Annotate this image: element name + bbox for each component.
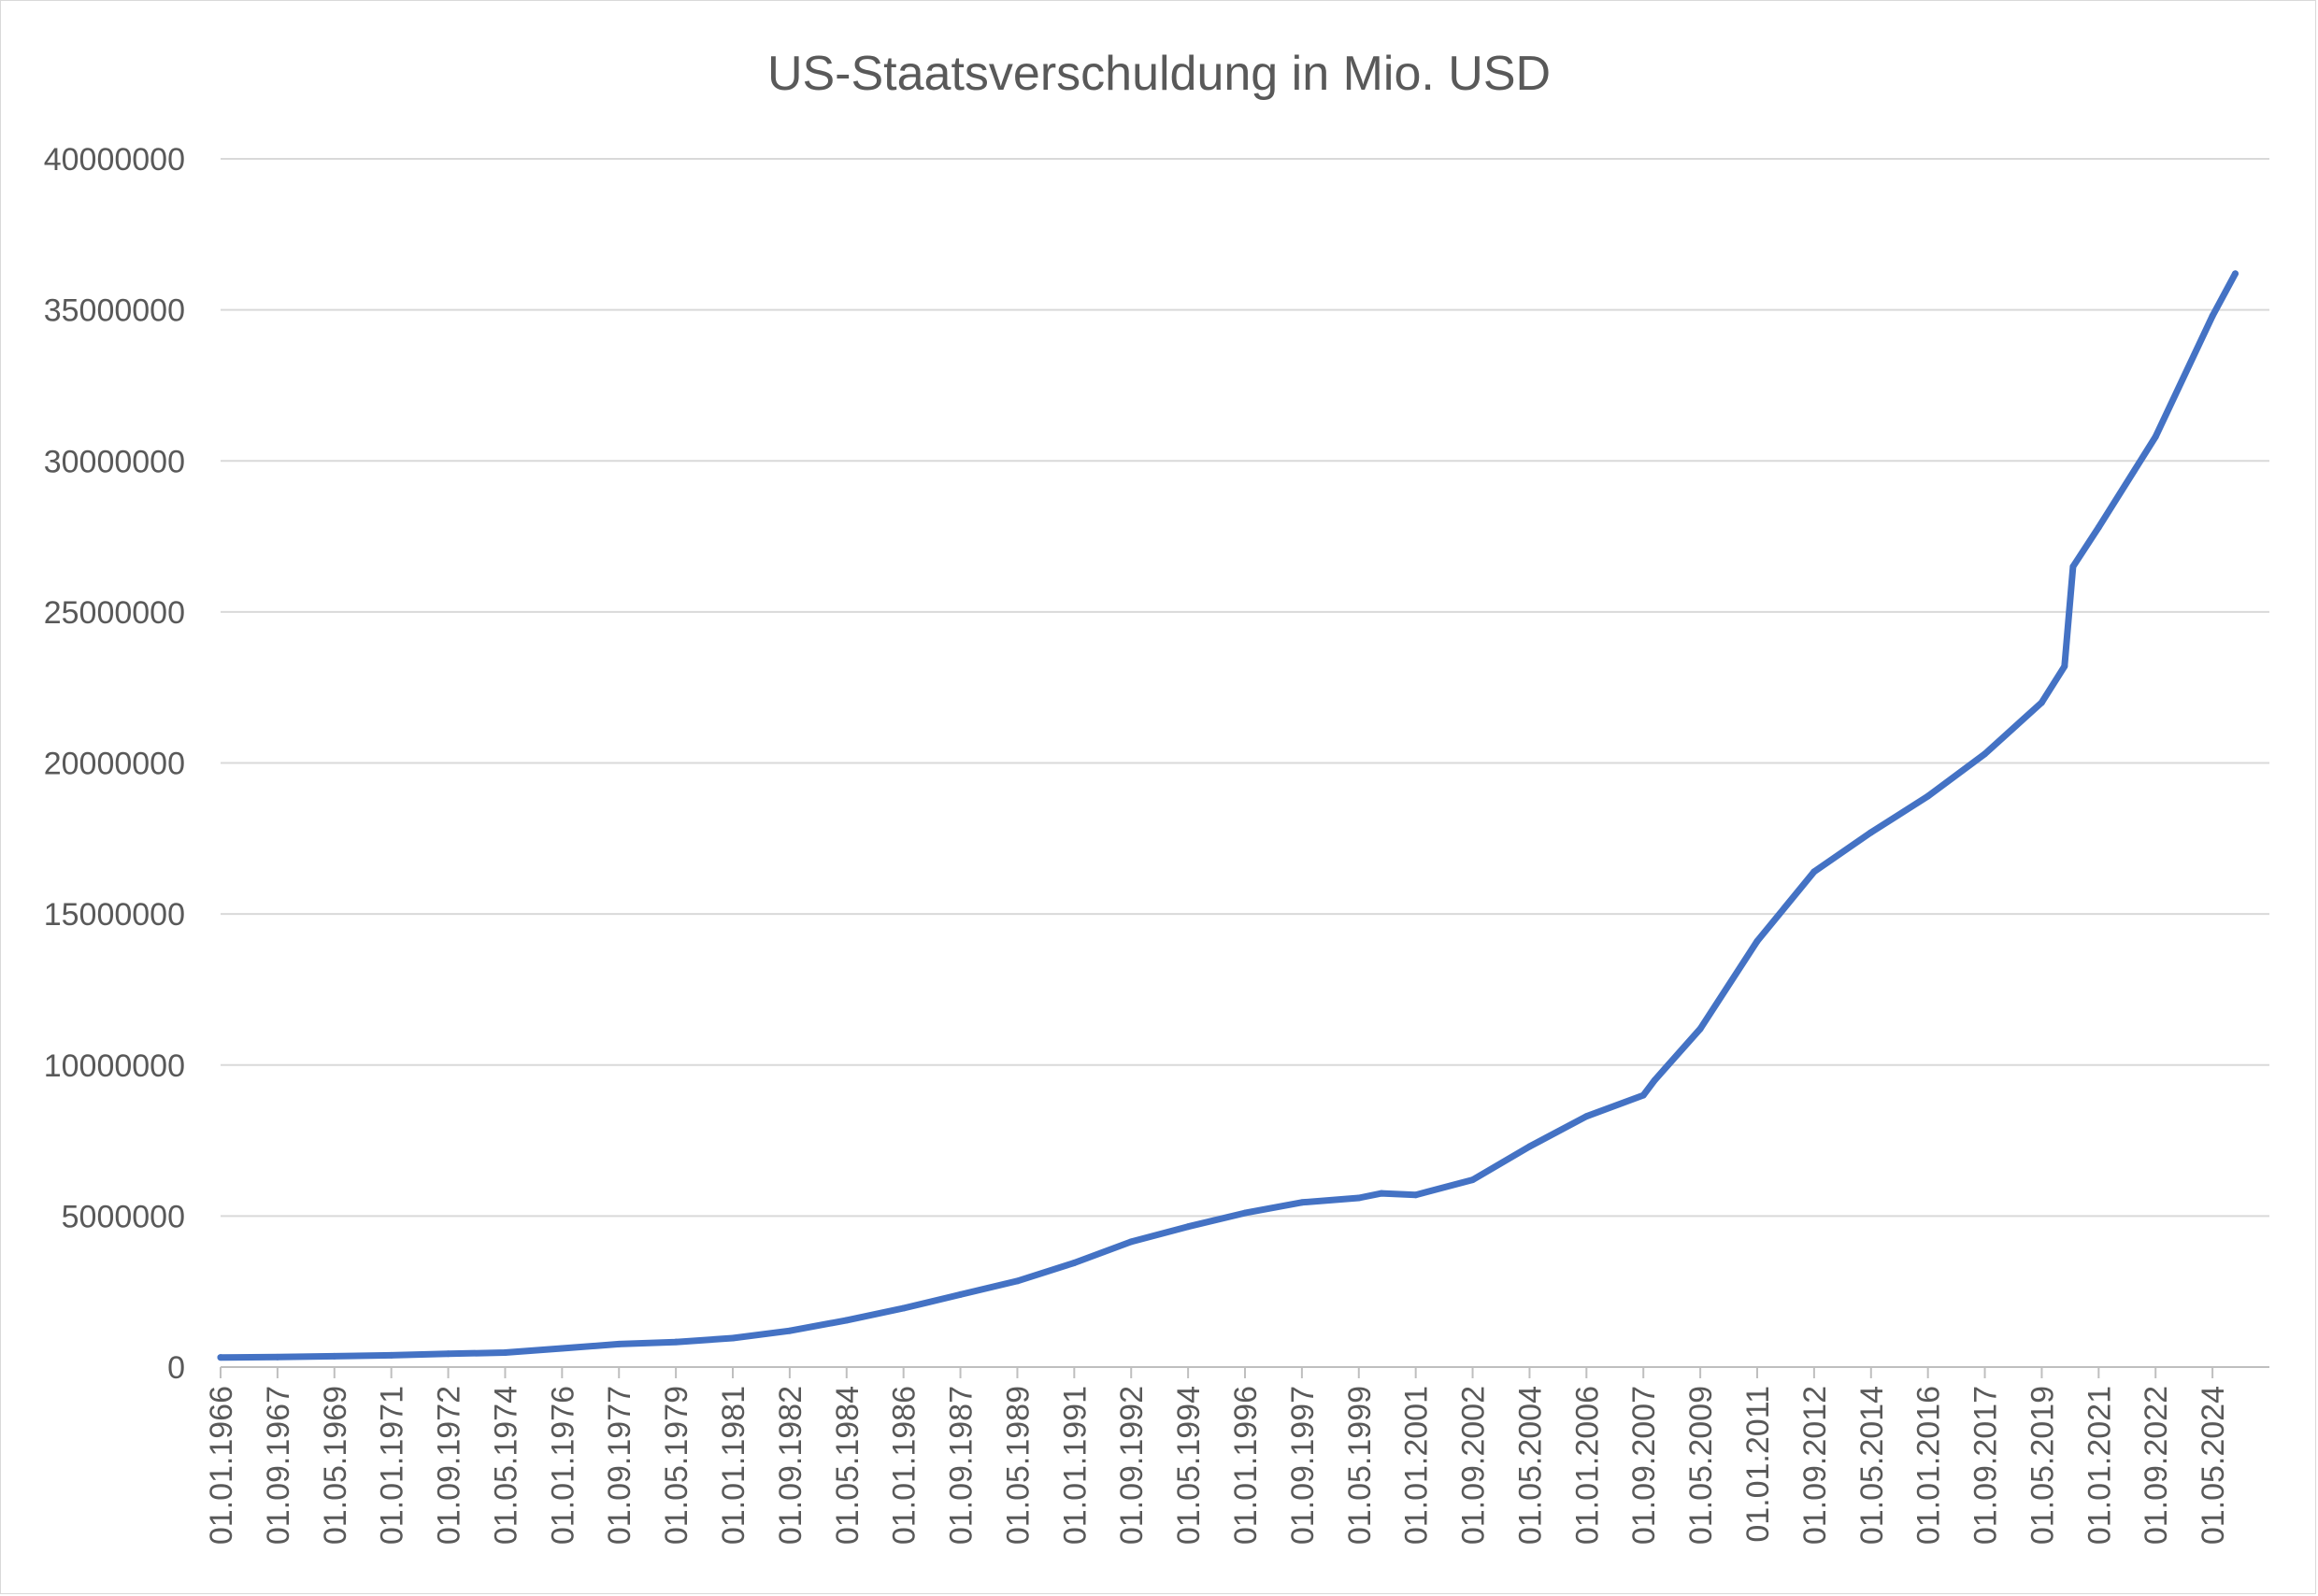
data-point	[1582, 1113, 1590, 1120]
data-point	[445, 1350, 452, 1358]
x-tick-label: 01.05.1989	[1000, 1386, 1036, 1545]
x-tick-label: 01.01.2006	[1569, 1386, 1605, 1545]
x-tick-label: 01.09.2007	[1626, 1386, 1662, 1545]
data-point	[1810, 868, 1818, 876]
data-point	[2152, 433, 2159, 440]
y-tick-label: 35000000	[44, 293, 185, 329]
x-tick-label: 01.05.2004	[1512, 1386, 1548, 1545]
x-axis: 01.01.1966 01.09.1967 01.05.1969 01.01.1971…	[204, 1367, 2231, 1545]
data-point	[1184, 1223, 1192, 1231]
data-point	[558, 1345, 565, 1352]
x-tick-label: 01.05.1979	[659, 1386, 694, 1545]
data-point	[615, 1340, 622, 1347]
y-tick-label: 10000000	[44, 1048, 185, 1084]
x-tick-label: 01.09.1987	[944, 1386, 980, 1545]
data-point	[957, 1290, 965, 1298]
x-tick-label: 01.05.1999	[1342, 1386, 1378, 1545]
y-tick-label: 5000000	[62, 1199, 185, 1234]
data-point	[900, 1304, 908, 1312]
x-tick-label: 01.09.1992	[1114, 1386, 1150, 1545]
data-point	[2231, 270, 2239, 278]
y-tick-label: 25000000	[44, 595, 185, 631]
x-tick-label: 01.05.1994	[1171, 1386, 1207, 1545]
data-point	[1013, 1277, 1021, 1285]
y-axis-tick-labels: 0 5000000 10000000 15000000 20000000 25000000…	[44, 142, 185, 1386]
x-tick-label: 01.09.1967	[261, 1386, 296, 1545]
data-point	[786, 1327, 794, 1334]
x-tick-label: 01.09.1982	[773, 1386, 808, 1545]
chart-title: US-Staatsverschuldung in Mio. USD	[767, 47, 1551, 101]
x-tick-label: 01.01.1976	[545, 1386, 580, 1545]
data-point	[217, 1354, 224, 1361]
data-point	[672, 1338, 680, 1346]
data-point	[2061, 663, 2068, 670]
y-tick-label: 15000000	[44, 897, 185, 933]
data-point	[1867, 829, 1875, 836]
data-point	[1298, 1199, 1306, 1206]
data-point	[1355, 1194, 1363, 1202]
x-tick-label: 01.01.1986	[887, 1386, 923, 1545]
data-point	[2095, 523, 2102, 531]
data-point	[1639, 1091, 1647, 1099]
x-tick-label: 01.01.1966	[204, 1386, 239, 1545]
data-point	[1469, 1176, 1477, 1184]
x-tick-label: 01.05.2014	[1854, 1386, 1890, 1545]
data-point	[843, 1317, 851, 1324]
data-point	[1525, 1143, 1533, 1150]
data-point	[1241, 1209, 1249, 1217]
y-tick-label: 30000000	[44, 444, 185, 479]
gridlines	[221, 158, 2269, 1368]
data-point	[1412, 1191, 1420, 1199]
x-tick-label: 01.09.2022	[2139, 1386, 2174, 1545]
x-tick-label: 01.05.1974	[488, 1386, 523, 1545]
data-point	[2069, 563, 2077, 570]
x-tick-label: 01.01.1981	[716, 1386, 751, 1545]
data-point	[1696, 1025, 1704, 1033]
x-tick-label: 01.09.2012	[1797, 1386, 1833, 1545]
x-tick-label: 01.05.2009	[1683, 1386, 1719, 1545]
data-point	[501, 1348, 508, 1356]
data-point	[274, 1353, 281, 1361]
data-point	[388, 1351, 395, 1359]
data-point	[331, 1352, 338, 1360]
data-point	[2209, 312, 2216, 320]
x-tick-label: 01.01.2021	[2082, 1386, 2117, 1545]
x-tick-label: 01.09.2002	[1456, 1386, 1492, 1545]
x-tick-label: 01.09.1972	[432, 1386, 467, 1545]
data-point	[1651, 1076, 1658, 1084]
x-tick-label: 01.05.1984	[830, 1386, 866, 1545]
x-tick-label: 01.05.1969	[318, 1386, 353, 1545]
series-line	[217, 270, 2239, 1361]
data-point	[1925, 792, 1932, 800]
data-point	[729, 1334, 737, 1342]
series-group	[217, 270, 2239, 1361]
x-tick-label: 01.09.1977	[602, 1386, 637, 1545]
x-tick-label: 01.09.2017	[1968, 1386, 2004, 1545]
x-tick-label: 01.01.1971	[375, 1386, 410, 1545]
x-tick-label: 01.09.1997	[1285, 1386, 1321, 1545]
x-tick-label: 01.01.2016	[1911, 1386, 1947, 1545]
data-point	[1070, 1259, 1078, 1266]
x-tick-label: 01.05.2024	[2196, 1386, 2231, 1545]
x-tick-label: 01.01.1991	[1057, 1386, 1093, 1545]
x-tick-label: 01.05.2019	[2025, 1386, 2060, 1545]
x-tick-label: 01.01.2001	[1399, 1386, 1435, 1545]
data-point	[1982, 750, 1989, 758]
x-tick-label: 01.01.2011	[1740, 1386, 1776, 1543]
y-tick-label: 0	[167, 1350, 185, 1386]
y-tick-label: 40000000	[44, 142, 185, 178]
x-tick-label: 01.01.1996	[1228, 1386, 1264, 1545]
data-point	[1378, 1190, 1385, 1197]
data-point	[1753, 937, 1761, 945]
data-point	[1127, 1238, 1135, 1246]
y-tick-label: 20000000	[44, 747, 185, 782]
data-point	[2038, 699, 2045, 706]
